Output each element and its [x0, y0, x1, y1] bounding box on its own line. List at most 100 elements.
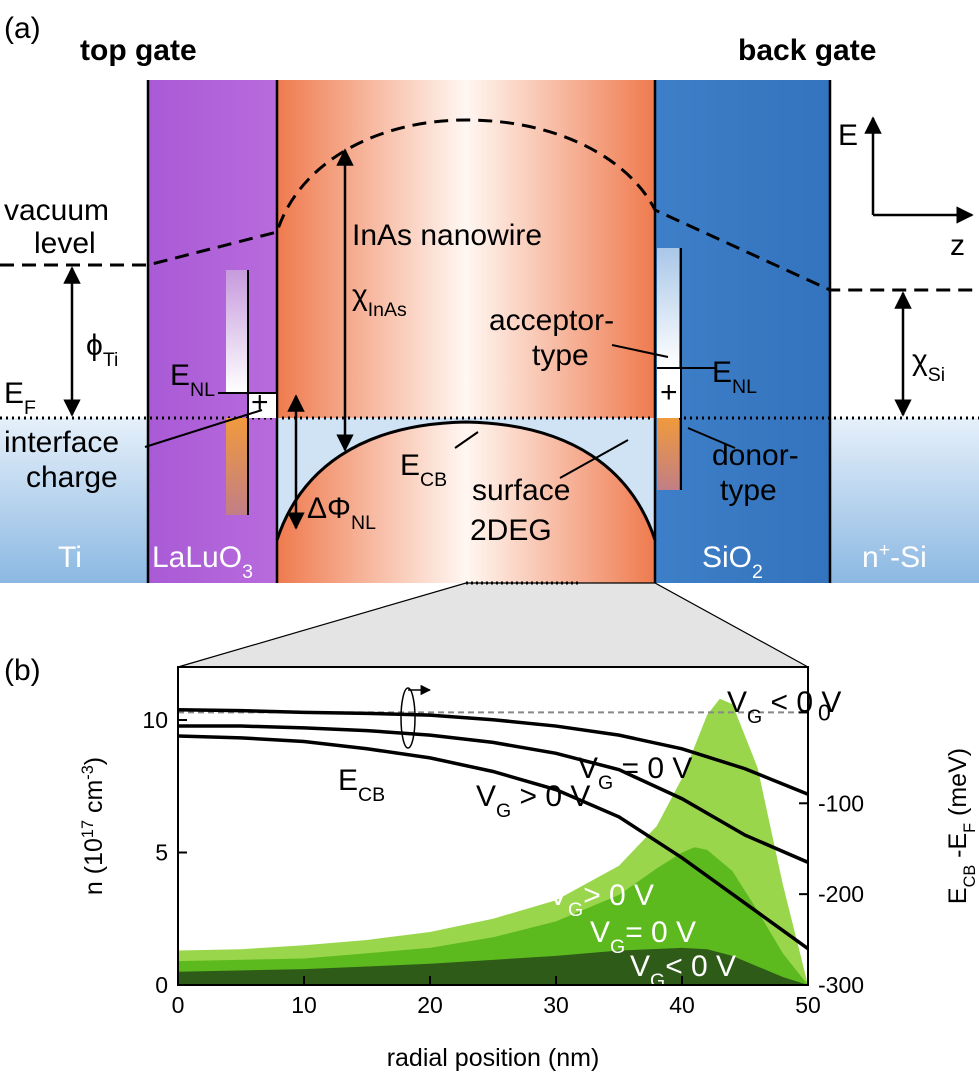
band-edge-line [178, 707, 808, 796]
density-area [178, 947, 808, 985]
sio2-label-part: 2 [752, 561, 763, 583]
series-label-part: G [650, 970, 665, 992]
donor-states-left [226, 418, 247, 515]
e-nl-right: ENL [712, 356, 757, 398]
back-gate: back gate [738, 34, 876, 67]
x-tick-label: 10 [291, 992, 317, 1018]
e-cb-label-part: CB [420, 469, 447, 491]
y2-axis-label: ECB -EF (meV) [944, 748, 979, 904]
axis-indicator [400, 687, 416, 749]
fermi-label-part: E [4, 377, 24, 410]
band-edge-line [178, 724, 808, 864]
ti-region [0, 418, 148, 583]
x-tick-label: 30 [543, 992, 569, 1018]
vacuum-level [0, 118, 979, 292]
surface-2deg: surface [472, 474, 570, 507]
y2-axis-label-part: -E [944, 833, 972, 865]
y2-tick-label: -300 [818, 972, 864, 998]
y-tick-label: 10 [142, 707, 168, 733]
y2-axis-label-part: F [961, 823, 979, 833]
surface-2deg: 2DEG [470, 514, 552, 547]
fermi-label-part: F [24, 397, 36, 419]
band-edge-line [178, 734, 808, 951]
chi-inas-part: InAs [368, 299, 407, 321]
chi-si-part: Si [928, 364, 945, 386]
series-label: VG < 0 V [727, 686, 841, 728]
e-nl-right-part: NL [732, 376, 757, 398]
series-label-part: > 0 V [511, 780, 590, 813]
series-label-part: < 0 V [762, 686, 841, 719]
y2-axis-label-part: (meV) [944, 748, 972, 823]
y2-axis-label-part: E [944, 887, 972, 904]
series-label: VG > 0 V [476, 780, 590, 822]
laluo3-label-part: 3 [242, 561, 253, 583]
series-label: VG = 0 V [578, 752, 692, 794]
x-tick-label: 50 [795, 992, 821, 1018]
vacuum-label: vacuum [4, 194, 109, 227]
e-cb-label: ECB [400, 449, 447, 491]
line-group-label: ECB [338, 764, 385, 806]
laluo3-label: LaLuO3 [152, 541, 253, 583]
e-nl-left: ENL [170, 359, 215, 401]
si-region [830, 418, 979, 583]
phi-ti: ϕTi [86, 329, 118, 371]
axis-e: E [838, 119, 858, 152]
y-axis-label-part: 17 [79, 820, 97, 838]
y-axis-label-part: ) [80, 757, 108, 765]
phi-ti-part: Ti [103, 349, 119, 371]
series-label-part: G [598, 772, 613, 794]
n-si-label-part: -Si [890, 541, 927, 574]
chi-inas: χInAs [352, 279, 407, 321]
state-outlines [144, 248, 736, 515]
series-label-part: G [747, 706, 762, 728]
arrows [63, 116, 974, 530]
conduction-band [275, 420, 657, 541]
y-tick-label: 0 [155, 972, 168, 998]
y2-axis-label-part: CB [961, 865, 979, 888]
series-label-part: V [630, 950, 650, 983]
sio2-label-part: SiO [702, 541, 752, 574]
donor-label: type [720, 474, 777, 507]
interface-charge: interface [4, 426, 119, 459]
line-group-label-part: E [338, 764, 358, 797]
series-label: VG= 0 V [590, 916, 696, 958]
axis-z: z [950, 229, 965, 262]
series-label-part: V [590, 916, 610, 949]
acceptor-states-left [226, 270, 247, 393]
n-si-label-part: + [879, 539, 890, 561]
panel-a: (a) top gate back gate vacuum level E z … [0, 12, 979, 583]
zoom-connector [177, 581, 809, 668]
y2-tick-label: -200 [818, 881, 864, 907]
laluo3-label-part: LaLuO [152, 541, 242, 574]
delta-phi-part: ΔΦ [307, 492, 351, 525]
series-label: VG> 0 V [548, 879, 654, 921]
e-nl-right-part: E [712, 356, 732, 389]
sio2-region [655, 80, 830, 583]
y-axis-label-part: -3 [79, 765, 97, 779]
ti-label: Ti [58, 541, 82, 574]
series-label-part: G [610, 936, 625, 958]
series-label-part: V [578, 752, 598, 785]
plot-frame [177, 666, 809, 986]
e-cb-label-part: E [400, 449, 420, 482]
laluo3-region [148, 80, 277, 583]
sio2-label: SiO2 [702, 541, 763, 583]
y-axis-label-part: n (10 [80, 838, 108, 895]
chi-si-part: χ [912, 344, 928, 377]
x-axis-label: radial position (nm) [387, 1044, 600, 1072]
region-borders [146, 80, 832, 583]
delta-phi: ΔΦNL [307, 492, 376, 534]
y-axis-label-part: cm [80, 780, 108, 820]
nanowire-label: InAs nanowire [352, 219, 542, 252]
y-axis-label: n (1017 cm-3) [79, 757, 108, 895]
acceptor-states-right [657, 248, 679, 368]
line-group-label-part: CB [358, 784, 385, 806]
top-gate: top gate [80, 34, 197, 67]
series-label-part: V [476, 780, 496, 813]
n-si-label: n+-Si [862, 539, 927, 574]
series-label-part: V [727, 686, 747, 719]
plus-right: + [660, 376, 678, 409]
x-tick-label: 0 [172, 992, 185, 1018]
e-nl-left-part: E [170, 359, 190, 392]
series-label-part: > 0 V [583, 879, 654, 912]
